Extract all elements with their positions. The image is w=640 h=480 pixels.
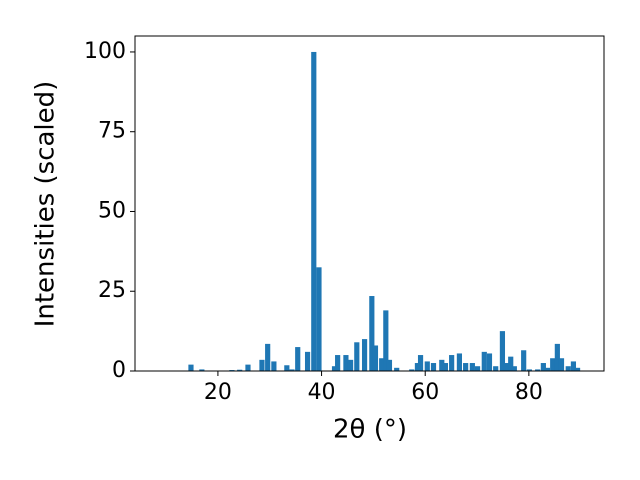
bar — [499, 331, 506, 371]
bar — [417, 355, 424, 371]
y-tick-label: 50 — [98, 198, 126, 223]
y-tick-label: 75 — [98, 119, 126, 144]
bar — [463, 363, 469, 371]
bar — [508, 356, 514, 371]
bar — [439, 359, 445, 371]
bar — [188, 364, 194, 371]
bar — [554, 343, 560, 371]
bar — [394, 367, 400, 371]
bar — [199, 369, 205, 371]
bar — [289, 369, 295, 371]
bar — [316, 267, 322, 371]
bar — [486, 353, 493, 371]
bar — [449, 355, 455, 371]
bar — [409, 369, 415, 371]
bar — [284, 365, 290, 371]
bar — [474, 366, 481, 371]
bar — [565, 366, 571, 371]
bar — [265, 343, 271, 371]
y-tick-label: 100 — [84, 39, 126, 64]
bar — [430, 363, 437, 371]
bar — [372, 345, 379, 371]
bar — [503, 363, 510, 371]
bar — [361, 339, 368, 371]
bar — [383, 310, 389, 371]
bar — [343, 355, 349, 371]
bar — [295, 347, 301, 371]
bar — [540, 363, 546, 371]
bar — [521, 350, 527, 371]
bar — [511, 366, 517, 371]
bar — [570, 361, 577, 371]
bar — [354, 342, 360, 371]
x-tick-label: 20 — [204, 380, 232, 405]
y-tick-label: 25 — [98, 278, 126, 303]
bar — [386, 359, 393, 371]
x-tick-label: 60 — [411, 380, 439, 405]
bar — [331, 366, 338, 371]
bar — [369, 296, 375, 371]
y-axis-label: Intensities (scaled) — [31, 81, 61, 328]
bar — [481, 351, 487, 371]
bar — [456, 353, 463, 371]
bar — [550, 358, 556, 371]
bar — [442, 363, 449, 371]
bar — [379, 358, 385, 371]
bar — [311, 51, 317, 371]
bar — [535, 369, 541, 371]
bar — [424, 361, 430, 371]
plot-frame — [134, 35, 605, 372]
bar — [347, 359, 354, 371]
bar — [304, 351, 311, 371]
x-tick-label: 80 — [515, 380, 543, 405]
bar — [574, 367, 581, 371]
bar — [493, 366, 499, 371]
bar — [259, 359, 265, 371]
bar — [544, 367, 551, 371]
bar — [237, 369, 243, 371]
bar — [558, 358, 565, 371]
x-axis-label: 2θ (°) — [333, 415, 407, 445]
bar — [469, 363, 475, 371]
bar — [526, 369, 532, 371]
bar — [414, 363, 421, 371]
bar — [335, 355, 341, 371]
x-tick-label: 40 — [308, 380, 336, 405]
bar — [245, 364, 251, 371]
bar — [271, 361, 277, 371]
y-tick-label: 0 — [112, 358, 126, 383]
